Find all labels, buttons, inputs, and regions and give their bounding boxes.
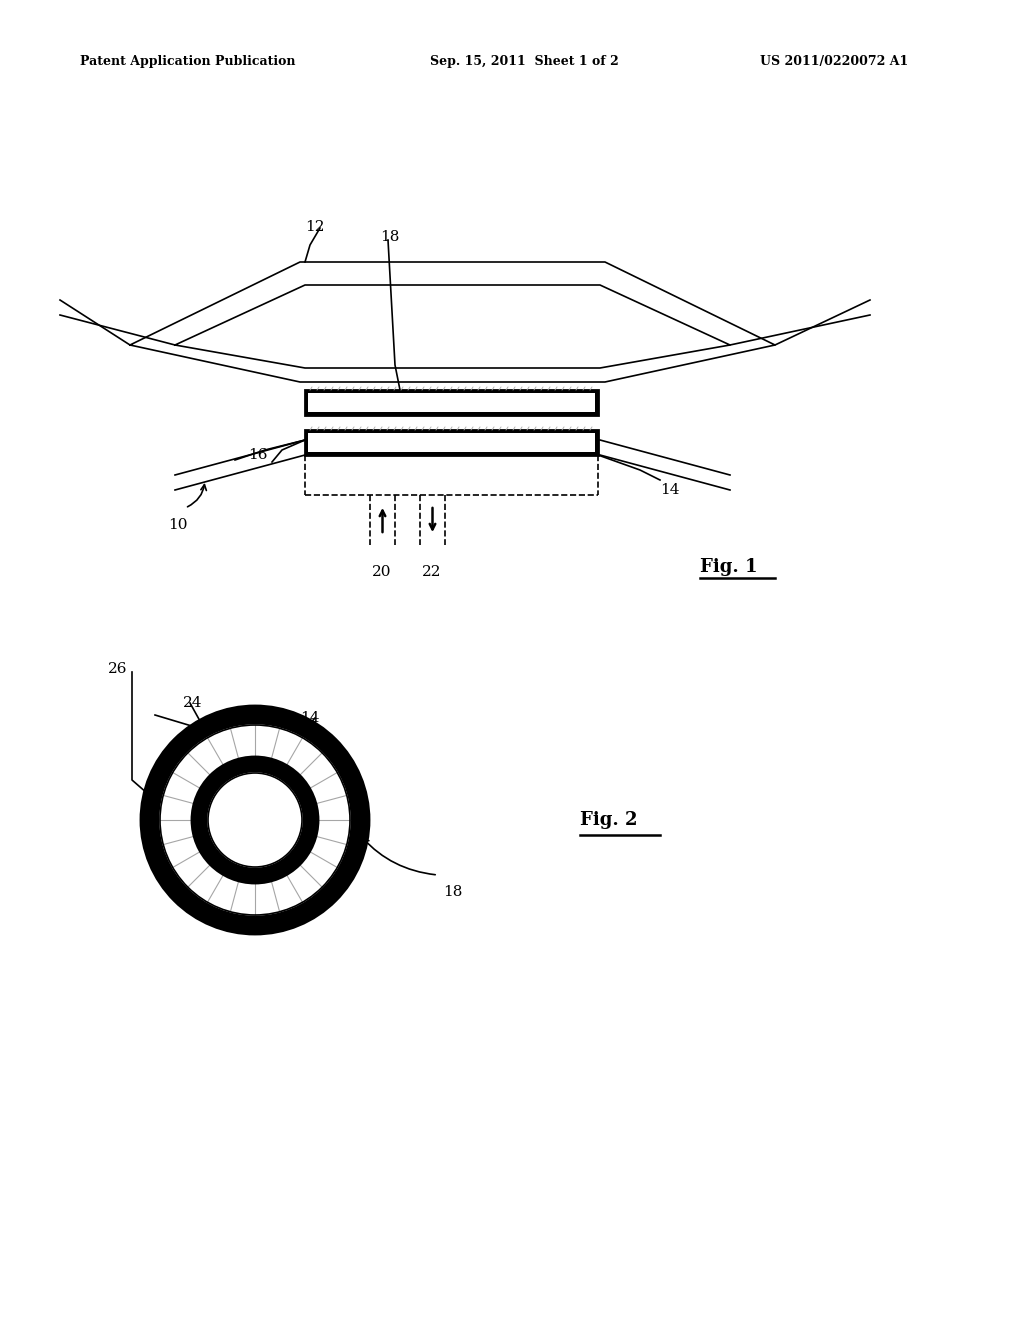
Text: US 2011/0220072 A1: US 2011/0220072 A1 — [760, 55, 908, 69]
Text: 14: 14 — [660, 483, 680, 498]
Circle shape — [193, 758, 317, 882]
Circle shape — [160, 725, 350, 915]
Circle shape — [208, 774, 302, 867]
Text: 12: 12 — [305, 220, 325, 234]
Text: 24: 24 — [183, 696, 203, 710]
Text: 18: 18 — [443, 884, 463, 899]
Text: 26: 26 — [108, 663, 127, 676]
Circle shape — [142, 708, 368, 933]
Text: 14: 14 — [300, 711, 319, 725]
Text: 10: 10 — [168, 517, 187, 532]
Bar — [308, 433, 595, 451]
Text: 18: 18 — [380, 230, 399, 244]
Text: Fig. 2: Fig. 2 — [580, 810, 638, 829]
Text: 20: 20 — [373, 565, 392, 579]
Text: Sep. 15, 2011  Sheet 1 of 2: Sep. 15, 2011 Sheet 1 of 2 — [430, 55, 618, 69]
Bar — [305, 389, 598, 414]
Text: 16: 16 — [249, 447, 268, 462]
Bar — [305, 430, 598, 455]
Bar — [308, 393, 595, 412]
Text: 22: 22 — [422, 565, 441, 579]
Text: Patent Application Publication: Patent Application Publication — [80, 55, 296, 69]
Text: Fig. 1: Fig. 1 — [700, 558, 758, 576]
